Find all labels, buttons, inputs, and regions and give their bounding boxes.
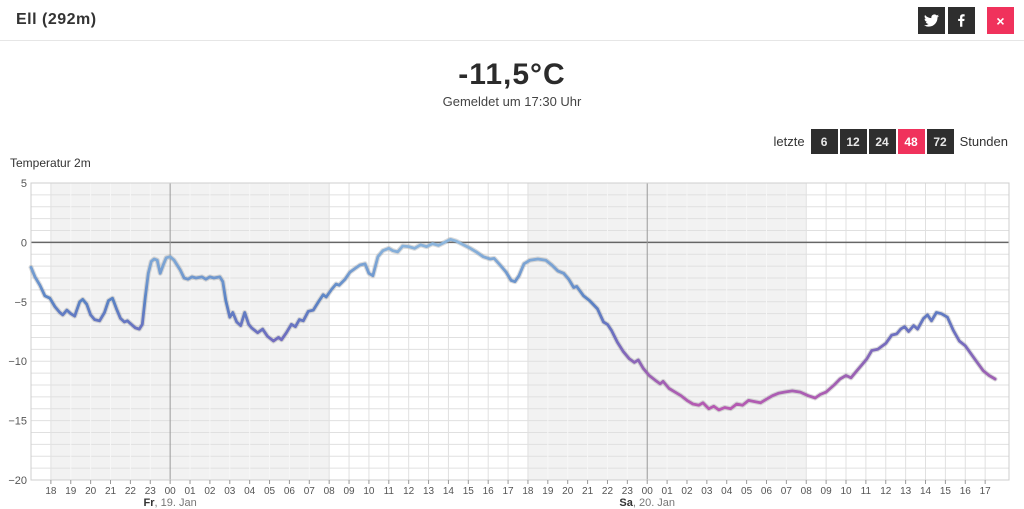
- y-axis-label: 5: [21, 178, 27, 190]
- twitter-share-button[interactable]: [918, 7, 945, 34]
- temperature-line: [29, 238, 997, 412]
- x-axis-hour-label: 17: [503, 486, 515, 497]
- x-axis-hour-label: 06: [284, 486, 296, 497]
- y-axis-label: −10: [8, 356, 27, 368]
- x-axis-hour-label: 14: [920, 486, 932, 497]
- report-time: Gemeldet um 17:30 Uhr: [442, 94, 582, 109]
- x-axis-hour-label: 12: [880, 486, 892, 497]
- x-axis-hour-label: 16: [960, 486, 972, 497]
- x-axis-hour-label: 00: [642, 486, 654, 497]
- x-axis-hour-label: 00: [165, 486, 177, 497]
- x-axis-hour-label: 04: [721, 486, 733, 497]
- x-axis-hour-label: 13: [423, 486, 435, 497]
- header-bar: Ell (292m) ×: [0, 0, 1024, 41]
- x-axis-hour-label: 03: [701, 486, 713, 497]
- x-axis-hour-label: 23: [145, 486, 157, 497]
- close-button[interactable]: ×: [987, 7, 1014, 34]
- y-axis-label: −5: [14, 297, 27, 309]
- x-axis-hour-label: 19: [65, 486, 77, 497]
- x-axis-hour-label: 21: [582, 486, 594, 497]
- x-axis-hour-label: 01: [662, 486, 674, 497]
- x-axis-hour-label: 15: [463, 486, 475, 497]
- page-title: Ell (292m): [16, 11, 97, 28]
- x-axis-hour-label: 06: [761, 486, 773, 497]
- y-axis-label: −20: [8, 475, 27, 487]
- x-axis-hour-label: 12: [403, 486, 415, 497]
- y-axis-label: −15: [8, 416, 27, 428]
- x-axis-hour-label: 22: [125, 486, 137, 497]
- current-temperature: -11,5°C: [458, 58, 566, 91]
- x-axis-hour-label: 01: [184, 486, 196, 497]
- x-axis-hour-label: 10: [363, 486, 375, 497]
- facebook-icon: [954, 13, 969, 28]
- x-axis-hour-label: 09: [821, 486, 833, 497]
- share-buttons: ×: [918, 7, 1014, 34]
- x-axis-hour-label: 18: [522, 486, 534, 497]
- x-axis-hour-label: 13: [900, 486, 912, 497]
- x-axis-hour-label: 16: [483, 486, 495, 497]
- x-axis-hour-label: 07: [781, 486, 793, 497]
- x-axis-hour-label: 07: [304, 486, 316, 497]
- x-axis-hour-label: 08: [324, 486, 336, 497]
- x-axis-hour-label: 22: [602, 486, 614, 497]
- x-axis-hour-label: 09: [343, 486, 355, 497]
- x-axis-hour-label: 11: [384, 486, 395, 497]
- x-axis-hour-label: 20: [85, 486, 97, 497]
- close-icon: ×: [996, 12, 1005, 29]
- x-axis-hour-label: 20: [562, 486, 574, 497]
- range-12-button[interactable]: 12: [839, 129, 867, 154]
- x-axis-hour-label: 14: [443, 486, 455, 497]
- range-48-button[interactable]: 48: [897, 129, 925, 154]
- x-axis-hour-label: 08: [801, 486, 813, 497]
- x-axis-hour-label: 05: [264, 486, 276, 497]
- x-axis-hour-label: 05: [741, 486, 753, 497]
- x-axis-hour-label: 17: [980, 486, 992, 497]
- x-axis-hour-label: 19: [542, 486, 554, 497]
- y-axis-label: 0: [21, 237, 27, 249]
- x-axis-hour-label: 15: [940, 486, 952, 497]
- x-axis-hour-label: 04: [244, 486, 256, 497]
- x-axis-hour-label: 03: [224, 486, 236, 497]
- x-axis-hour-label: 11: [861, 486, 872, 497]
- x-axis-date-label: Sa, 20. Jan: [619, 497, 675, 509]
- x-axis-hour-label: 23: [622, 486, 634, 497]
- x-axis-hour-label: 21: [105, 486, 117, 497]
- chart-title: Temperatur 2m: [10, 156, 91, 170]
- x-axis-date-label: Fr, 19. Jan: [144, 497, 197, 509]
- range-prefix-label: letzte: [773, 134, 805, 149]
- twitter-icon: [924, 13, 939, 28]
- x-axis-hour-label: 02: [204, 486, 216, 497]
- range-6-button[interactable]: 6: [810, 129, 838, 154]
- x-axis-hour-label: 10: [840, 486, 852, 497]
- range-24-button[interactable]: 24: [868, 129, 896, 154]
- range-72-button[interactable]: 72: [926, 129, 954, 154]
- range-selector: letzte 6 12 24 48 72 Stunden: [767, 129, 1014, 154]
- x-axis-hour-label: 02: [681, 486, 693, 497]
- range-suffix-label: Stunden: [959, 134, 1008, 149]
- facebook-share-button[interactable]: [948, 7, 975, 34]
- x-axis-hour-label: 18: [45, 486, 57, 497]
